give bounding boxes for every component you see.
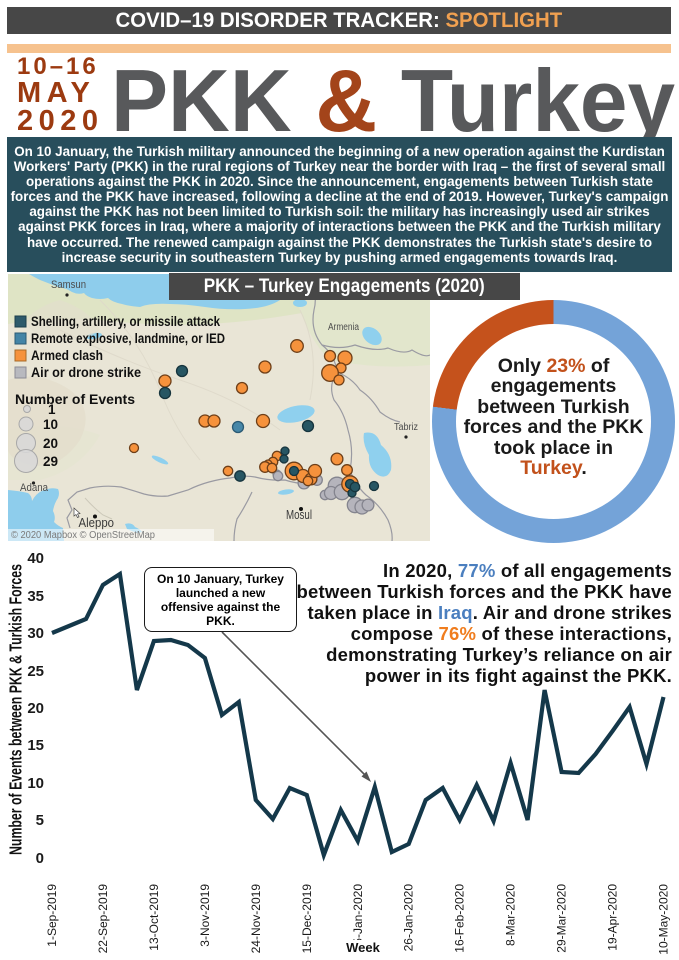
svg-text:Number of Events: Number of Events xyxy=(15,391,135,407)
svg-text:Mosul: Mosul xyxy=(286,508,312,522)
svg-text:20: 20 xyxy=(43,436,58,451)
svg-text:19-Apr-2020: 19-Apr-2020 xyxy=(606,884,620,951)
svg-text:5-Jan-2020: 5-Jan-2020 xyxy=(351,884,365,945)
svg-text:Samsun: Samsun xyxy=(51,279,86,291)
svg-text:15: 15 xyxy=(27,737,44,754)
svg-text:8-Mar-2020: 8-Mar-2020 xyxy=(504,884,518,946)
svg-text:Air or drone strike: Air or drone strike xyxy=(31,365,141,380)
svg-text:0: 0 xyxy=(36,850,44,867)
svg-text:29-Mar-2020: 29-Mar-2020 xyxy=(555,884,569,953)
svg-text:16-Feb-2020: 16-Feb-2020 xyxy=(453,884,467,953)
svg-text:20: 20 xyxy=(27,700,44,717)
svg-text:30: 30 xyxy=(27,625,44,642)
svg-text:24-Nov-2019: 24-Nov-2019 xyxy=(249,884,263,954)
svg-text:Shelling, artillery, or missil: Shelling, artillery, or missile attack xyxy=(31,314,220,329)
svg-text:10-May-2020: 10-May-2020 xyxy=(657,884,671,955)
svg-text:Tabriz: Tabriz xyxy=(394,422,418,433)
svg-text:1: 1 xyxy=(48,402,56,417)
svg-text:22-Sep-2019: 22-Sep-2019 xyxy=(96,884,110,954)
svg-text:35: 35 xyxy=(27,588,44,605)
svg-text:Armed clash: Armed clash xyxy=(31,348,103,363)
svg-text:Week: Week xyxy=(346,940,380,955)
svg-text:40: 40 xyxy=(27,550,44,567)
svg-text:1-Sep-2019: 1-Sep-2019 xyxy=(45,884,59,947)
svg-text:29: 29 xyxy=(43,454,58,469)
svg-text:15-Dec-2019: 15-Dec-2019 xyxy=(300,884,314,954)
svg-text:Armenia: Armenia xyxy=(328,322,359,333)
svg-text:10: 10 xyxy=(43,417,58,432)
svg-text:Remote explosive, landmine, or: Remote explosive, landmine, or IED xyxy=(31,331,225,346)
svg-text:25: 25 xyxy=(27,663,44,680)
svg-text:Number of Events between PKK &: Number of Events between PKK & Turkish F… xyxy=(6,564,26,855)
svg-text:© 2020 Mapbox © OpenStreetMap: © 2020 Mapbox © OpenStreetMap xyxy=(11,530,155,541)
svg-text:10: 10 xyxy=(27,775,44,792)
svg-text:Adana: Adana xyxy=(20,482,49,494)
svg-text:13-Oct-2019: 13-Oct-2019 xyxy=(147,884,161,951)
svg-text:3-Nov-2019: 3-Nov-2019 xyxy=(198,884,212,947)
svg-text:Aleppo: Aleppo xyxy=(79,515,115,530)
svg-text:26-Jan-2020: 26-Jan-2020 xyxy=(402,884,416,952)
svg-text:5: 5 xyxy=(36,812,44,829)
